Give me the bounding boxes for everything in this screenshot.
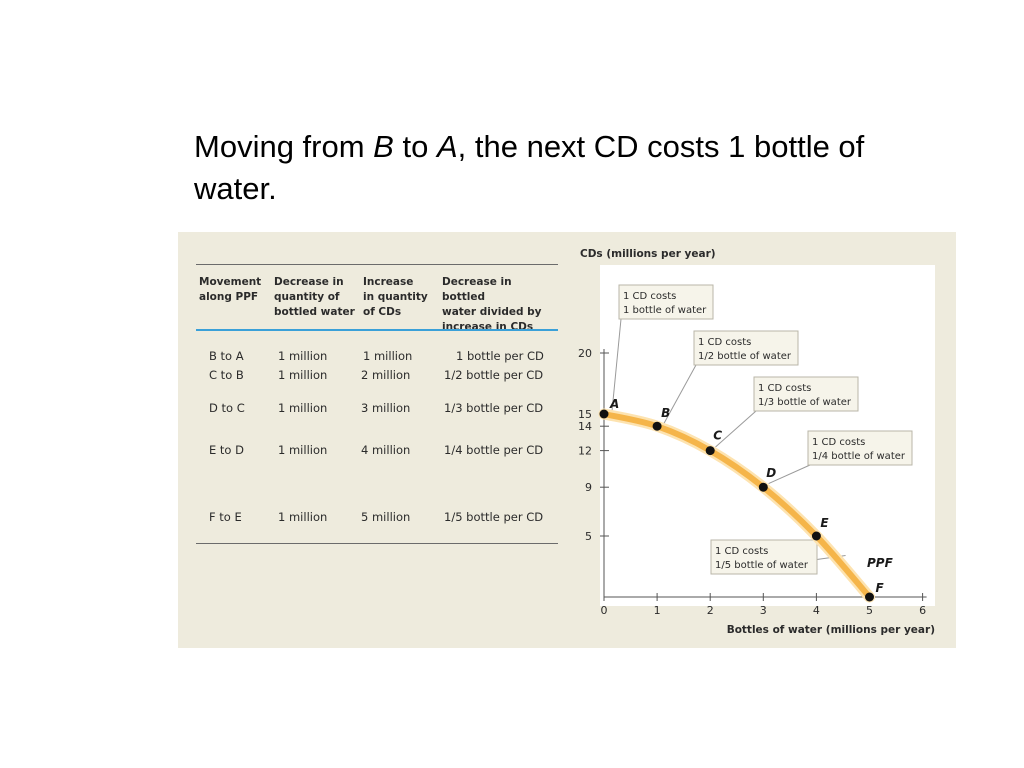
cell-ratio: 1/3 bottle per CD — [444, 401, 544, 415]
cell-decrease: 1 million — [278, 443, 328, 457]
annotation-box — [807, 430, 913, 466]
cell-move: F to E — [209, 510, 242, 524]
table-top-rule — [196, 264, 558, 265]
point-label-c: C — [713, 429, 722, 443]
x-tick-label: 0 — [601, 604, 608, 617]
annotation-text: 1 CD costs — [758, 383, 811, 394]
table-bottom-rule — [196, 543, 558, 544]
annotation-text: 1 CD costs — [812, 437, 865, 448]
cell-ratio: 1/4 bottle per CD — [444, 443, 544, 457]
annotation-layer: 1 CD costs 1 bottle of water 1 CD costs 1/2… — [611, 284, 913, 575]
cell-decrease: 1 million — [278, 368, 328, 382]
cell-ratio: 1/2 bottle per CD — [444, 368, 544, 382]
cell-decrease: 1 million — [278, 401, 328, 415]
title-point-a: A — [436, 129, 458, 164]
y-axis-title: CDs (millions per year) — [580, 248, 716, 260]
annotation-text: 1/2 bottle of water — [698, 351, 792, 362]
cell-increase: 5 million — [361, 510, 411, 524]
y-tick-label: 12 — [578, 445, 592, 458]
annotation-text: 1/3 bottle of water — [758, 397, 852, 408]
x-tick-label: 5 — [866, 604, 873, 617]
y-tick-label: 14 — [578, 420, 592, 433]
y-tick-label: 9 — [585, 481, 592, 494]
point-label-f: F — [876, 581, 885, 595]
annotation-leader — [611, 318, 622, 412]
title-point-b: B — [373, 129, 394, 164]
col-header-decrease: Decrease in quantity of bottled water — [274, 276, 355, 318]
table-header-rule — [196, 329, 558, 331]
annotation-box — [753, 376, 859, 412]
y-tick-label: 15 — [578, 408, 592, 421]
point-label-d: D — [766, 466, 776, 480]
annotation-text: 1 CD costs — [715, 546, 768, 557]
cell-increase: 1 million — [363, 349, 413, 363]
cell-ratio: 1/5 bottle per CD — [444, 510, 544, 524]
x-tick-label: 6 — [919, 604, 926, 617]
point-f — [865, 592, 874, 602]
y-tick-label: 20 — [578, 347, 592, 360]
cell-move: E to D — [209, 443, 244, 457]
cell-increase: 2 million — [361, 368, 411, 382]
annotation-text: 1/4 bottle of water — [812, 451, 906, 462]
annotation-text: 1 bottle of water — [623, 305, 707, 316]
cell-ratio: 1 bottle per CD — [456, 349, 544, 363]
ppf-curve-label: PPF — [867, 556, 894, 570]
cell-decrease: 1 million — [278, 510, 328, 524]
annotation-text: 1 CD costs — [698, 337, 751, 348]
point-c — [705, 446, 715, 456]
annotation-box — [693, 330, 799, 366]
annotation-leader — [768, 464, 811, 484]
point-label-a: A — [609, 397, 619, 411]
point-b — [652, 421, 662, 431]
annotation-text: 1/5 bottle of water — [715, 560, 809, 571]
annotation-leader — [715, 410, 757, 448]
cell-increase: 3 million — [361, 401, 411, 415]
x-tick-label: 1 — [654, 604, 661, 617]
cell-move: D to C — [209, 401, 245, 415]
annotation-leader — [661, 364, 697, 427]
cell-decrease: 1 million — [278, 349, 328, 363]
y-tick-label: 5 — [585, 530, 592, 543]
point-d — [758, 482, 768, 492]
annotation-box — [710, 539, 818, 575]
ppf-chart: CDs (millions per year) Bottles of water… — [578, 248, 935, 636]
point-layer: A B C D E F — [599, 397, 885, 602]
point-label-b: B — [661, 406, 670, 420]
annotation-text: 1 CD costs — [623, 291, 676, 302]
x-tick-label: 3 — [760, 604, 767, 617]
cell-increase: 4 million — [361, 443, 411, 457]
annotation-box — [618, 284, 714, 320]
cell-move: C to B — [209, 368, 244, 382]
x-axis-title: Bottles of water (millions per year) — [727, 624, 935, 636]
slide-title: Moving from B to A, the next CD costs 1 … — [194, 129, 865, 206]
col-header-movement: Movement along PPF — [199, 276, 262, 303]
figure-panel: Movement along PPF Decrease in quantity … — [178, 232, 956, 648]
x-tick-label: 4 — [813, 604, 820, 617]
point-label-e: E — [820, 516, 829, 530]
x-tick-label: 2 — [707, 604, 714, 617]
point-a — [599, 409, 609, 419]
cell-move: B to A — [209, 349, 244, 363]
point-e — [811, 531, 821, 541]
col-header-increase: Increase in quantity of CDs — [363, 276, 428, 318]
